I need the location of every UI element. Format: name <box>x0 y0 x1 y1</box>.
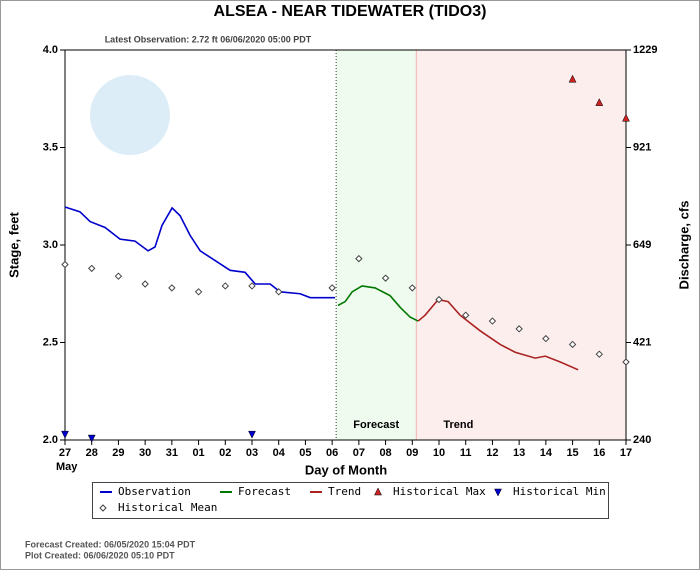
x-tick-label: 27 <box>59 447 71 459</box>
x-tick-label: 02 <box>219 447 231 459</box>
x-tick-label: 03 <box>246 447 258 459</box>
mean-marker <box>114 272 123 280</box>
x-sublabel: May <box>56 461 78 473</box>
x-tick-label: 10 <box>433 447 445 459</box>
logo <box>90 75 170 155</box>
min-marker <box>61 430 69 439</box>
mean-marker <box>595 350 603 358</box>
y2-tick-label: 240 <box>633 434 651 446</box>
mean-marker <box>408 284 416 292</box>
y-tick-label: 2.0 <box>43 434 58 446</box>
x-tick-label: 14 <box>540 447 553 459</box>
mean-marker <box>141 280 149 288</box>
mean-marker <box>462 311 470 319</box>
x-tick-label: 08 <box>379 447 391 459</box>
mean-marker <box>168 284 176 292</box>
mean-marker <box>435 295 443 304</box>
x-tick-label: 12 <box>486 447 498 459</box>
x-tick-label: 30 <box>139 447 151 459</box>
y2-tick-label: 921 <box>633 141 651 153</box>
series-line <box>417 298 579 371</box>
legend-label: Trend <box>328 485 361 498</box>
x-tick-label: 06 <box>326 447 338 459</box>
x-tick-label: 05 <box>299 447 311 459</box>
y-axis-label: Stage, feet <box>6 211 21 277</box>
chart-title: ALSEA - NEAR TIDEWATER (TIDO3) <box>214 3 487 20</box>
mean-marker <box>194 288 203 296</box>
footer-text: Plot Created: 06/06/2020 05:10 PDT <box>25 550 175 560</box>
legend-label: Historical Max <box>393 485 486 498</box>
min-marker <box>248 430 256 439</box>
y-tick-label: 4.0 <box>43 44 58 56</box>
y-tick-label: 3.5 <box>43 141 58 153</box>
mean-marker <box>88 264 96 273</box>
mean-marker <box>275 288 283 296</box>
mean-marker <box>622 358 630 366</box>
series-line <box>64 206 336 299</box>
region <box>416 50 626 440</box>
x-tick-label: 01 <box>192 447 204 459</box>
max-marker <box>568 74 577 83</box>
region-label: Trend <box>443 419 473 431</box>
legend-label: Observation <box>118 485 191 498</box>
footer-text: Forecast Created: 06/05/2020 15:04 PDT <box>25 539 196 549</box>
x-tick-label: 07 <box>353 447 365 459</box>
min-marker <box>494 488 502 497</box>
y-tick-label: 3.0 <box>43 239 58 251</box>
x-axis-label: Day of Month <box>305 462 387 477</box>
mean-marker <box>61 260 69 269</box>
mean-marker <box>488 317 497 325</box>
y2-tick-label: 421 <box>633 336 651 348</box>
x-tick-label: 11 <box>460 447 472 459</box>
mean-marker <box>381 274 390 282</box>
y2-tick-label: 1229 <box>633 44 657 56</box>
x-tick-label: 29 <box>112 447 124 459</box>
x-tick-label: 28 <box>86 447 98 459</box>
y-tick-label: 2.5 <box>43 336 58 348</box>
legend-label: Forecast <box>238 485 291 498</box>
y2-tick-label: 649 <box>633 239 651 251</box>
mean-marker <box>248 282 256 290</box>
mean-marker <box>355 254 363 263</box>
mean-marker <box>221 282 229 290</box>
y2-axis-label: Discharge, cfs <box>676 201 691 290</box>
legend-label: Historical Min <box>513 485 606 498</box>
mean-marker <box>515 325 523 333</box>
mean-marker <box>542 334 550 343</box>
series-line <box>337 285 419 322</box>
max-marker <box>595 98 604 106</box>
min-marker <box>87 434 96 443</box>
x-tick-label: 09 <box>406 447 418 459</box>
max-marker <box>622 113 630 122</box>
x-tick-label: 15 <box>566 447 578 459</box>
region-label: Forecast <box>353 419 399 431</box>
background-layer <box>335 50 626 440</box>
mean-marker <box>568 340 577 349</box>
x-tick-label: 31 <box>166 447 178 459</box>
x-tick-label: 13 <box>513 447 525 459</box>
subtitle: Latest Observation: 2.72 ft 06/06/2020 0… <box>105 34 312 44</box>
mean-marker <box>328 284 336 292</box>
max-marker <box>374 487 382 496</box>
legend-box <box>92 482 609 519</box>
x-tick-label: 17 <box>620 447 632 459</box>
x-tick-label: 04 <box>273 447 286 459</box>
x-tick-label: 16 <box>593 447 605 459</box>
region <box>336 50 417 440</box>
legend-label: Historical Mean <box>118 501 217 514</box>
mean-marker <box>99 504 107 512</box>
